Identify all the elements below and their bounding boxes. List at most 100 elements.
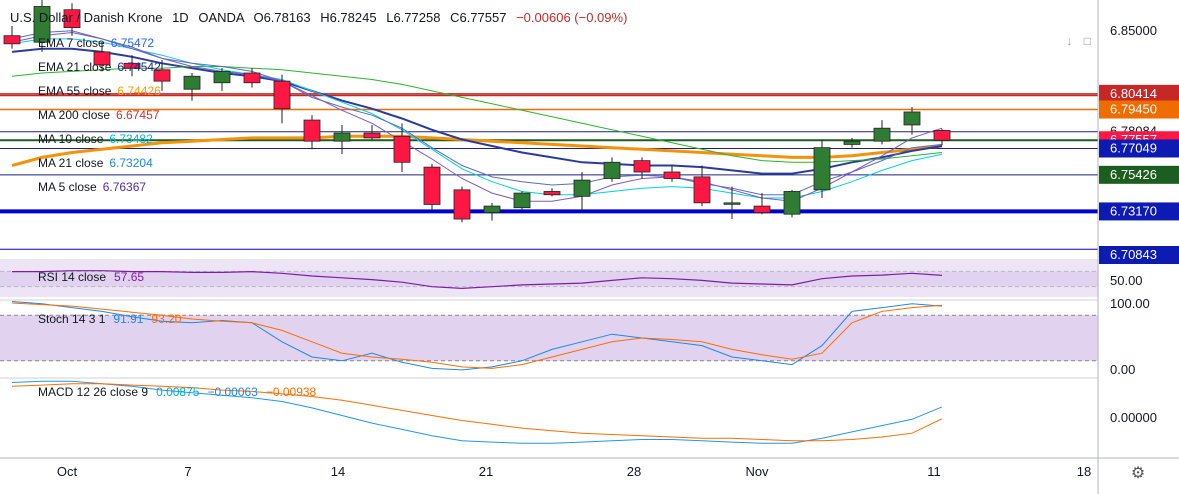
candle-body[interactable] [243, 72, 261, 84]
stoch-pane[interactable]: Stoch 14 3 1 91.91 93.20 [0, 299, 1098, 371]
close-value: C6.77557 [450, 10, 507, 25]
candle-body[interactable] [843, 140, 861, 145]
candle-body[interactable] [723, 202, 741, 205]
indicator-line [11, 302, 943, 369]
candle-body[interactable] [483, 205, 501, 213]
maximize-icon[interactable]: □ [1083, 34, 1091, 48]
candle-body[interactable] [633, 160, 651, 173]
candle-body[interactable] [693, 176, 711, 204]
candle-body[interactable] [213, 70, 231, 84]
indicator-line [11, 383, 943, 442]
candle-body[interactable] [63, 9, 81, 28]
low-value: L6.77258 [386, 10, 441, 25]
rsi-pane[interactable]: RSI 14 close 57.65 [0, 259, 1098, 297]
series-line [11, 47, 943, 175]
time-tick: 7 [184, 464, 191, 479]
macd-hist-value: −0.00938 [266, 385, 317, 399]
legend-item[interactable]: MA 21 close 6.73204 [38, 156, 153, 170]
candle-body[interactable] [873, 127, 891, 142]
price-badge[interactable] [1099, 100, 1179, 119]
time-tick: 21 [479, 464, 493, 479]
price-badge[interactable] [1099, 165, 1179, 184]
stoch-tick-top: 100.00 [1110, 296, 1150, 311]
legend-item[interactable]: EMA 7 close 6.75472 [38, 36, 154, 50]
candle-body[interactable] [333, 132, 351, 142]
rsi-label: RSI 14 close [38, 270, 106, 284]
time-tick: Oct [57, 464, 78, 479]
legend-label: MA 21 close [38, 156, 104, 170]
time-tick: 14 [331, 464, 345, 479]
price-pane[interactable] [0, 0, 1098, 258]
price-badge[interactable] [1099, 246, 1179, 264]
legend-value: 6.76367 [102, 180, 147, 194]
candle-body[interactable] [393, 135, 411, 163]
price-tick: 6.85000 [1110, 23, 1157, 38]
legend-label: MA 10 close [38, 132, 104, 146]
legend-value: 6.74426 [117, 84, 161, 98]
stoch-d-value: 93.20 [151, 312, 181, 326]
candle-body[interactable] [813, 147, 831, 191]
candle-body[interactable] [933, 130, 951, 141]
time-axis[interactable]: Oct 7 14 21 28 Nov 11 18 ⚙ [0, 457, 1179, 482]
indicator-line [11, 380, 943, 444]
macd-signal-value: −0.00063 [207, 385, 258, 399]
candle-body[interactable] [3, 35, 21, 45]
macd-tick: 0.00000 [1110, 410, 1157, 425]
candle-body[interactable] [513, 192, 531, 209]
legend-value: 6.75472 [110, 36, 155, 50]
price-badge[interactable] [1099, 202, 1179, 221]
legend-label: EMA 55 close [38, 84, 112, 98]
interval-label[interactable]: 1D [172, 10, 189, 25]
legend-item[interactable]: EMA 21 close 6.74542 [38, 60, 161, 74]
candle-body[interactable] [903, 111, 921, 126]
candle-body[interactable] [753, 205, 771, 213]
price-badge[interactable] [1099, 84, 1179, 103]
pane-label[interactable]: MACD 12 26 close 9 0.00875 −0.00063 −0.0093… [38, 385, 317, 399]
candle-body[interactable] [453, 189, 471, 220]
macd-value: 0.00875 [156, 385, 200, 399]
candle-body[interactable] [423, 166, 441, 205]
pane-label[interactable]: RSI 14 close 57.65 [38, 270, 144, 284]
arrow-down-icon[interactable]: ↓ [1066, 34, 1073, 48]
legend-value: 6.73482 [109, 132, 153, 146]
legend-item[interactable]: MA 5 close 6.76367 [38, 180, 146, 194]
candle-body[interactable] [183, 75, 201, 90]
stoch-tick-bottom: 0.00 [1110, 362, 1135, 377]
candle-body[interactable] [543, 191, 561, 196]
legend-item[interactable]: EMA 55 close 6.74426 [38, 84, 161, 98]
price-badge-label: 6.73170 [1110, 203, 1157, 218]
symbol-header: U.S. Dollar / Danish Krone 1D OANDA O6.7… [10, 10, 627, 25]
pane-controls: ↓ □ [1066, 34, 1091, 48]
price-badge-label: 6.75426 [1110, 167, 1157, 182]
candle-body[interactable] [273, 80, 291, 110]
price-badge-label: 6.70843 [1110, 247, 1157, 262]
candle-body[interactable] [573, 179, 591, 197]
symbol-name[interactable]: U.S. Dollar / Danish Krone [10, 10, 163, 25]
high-value: H6.78245 [320, 10, 377, 25]
price-axis[interactable]: 6.850006.804146.794506.780846.775576.770… [1097, 0, 1179, 494]
candle-body[interactable] [33, 6, 51, 43]
indicator-line [11, 301, 943, 371]
gear-icon[interactable]: ⚙ [1131, 465, 1145, 482]
series-line [11, 134, 943, 167]
pane-label[interactable]: Stoch 14 3 1 91.91 93.20 [38, 312, 182, 326]
price-badge[interactable] [1099, 139, 1179, 158]
time-tick: Nov [745, 464, 769, 479]
rsi-value: 57.65 [114, 270, 144, 284]
candle-body[interactable] [363, 132, 381, 139]
candle-body[interactable] [303, 119, 321, 142]
candle-body[interactable] [93, 51, 111, 66]
candle-body[interactable] [603, 161, 621, 179]
price-pane-bg [0, 0, 1098, 258]
candle-body[interactable] [123, 62, 141, 69]
legend-item[interactable]: MA 200 close 6.67457 [38, 108, 159, 122]
time-tick: 11 [927, 464, 941, 479]
legend-label: MA 200 close [38, 108, 111, 122]
candle-body[interactable] [663, 171, 681, 179]
time-tick: 28 [627, 464, 641, 479]
candle-body[interactable] [153, 69, 171, 82]
legend-item[interactable]: MA 10 close 6.73482 [38, 132, 153, 146]
change-value: −0.00606 (−0.09%) [516, 10, 628, 25]
candle-body[interactable] [783, 191, 801, 215]
macd-pane[interactable]: MACD 12 26 close 9 0.00875 −0.00063 −0.0093… [0, 377, 1098, 444]
